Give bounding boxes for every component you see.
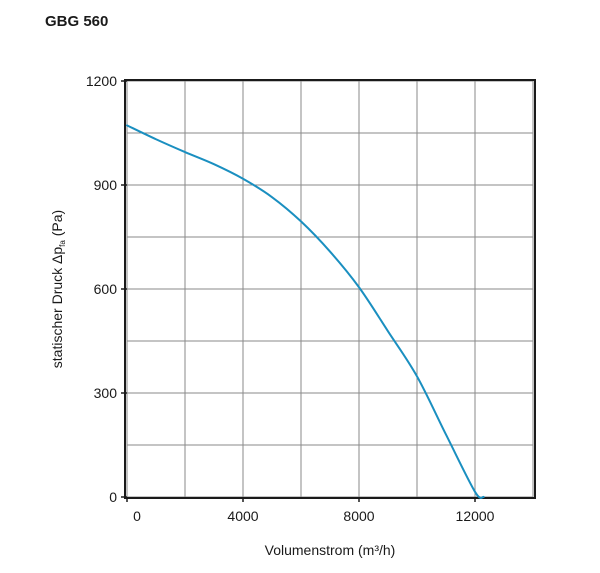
y-axis-ticks: 0 300 600 900 1200 (86, 73, 127, 505)
grid-lines (126, 80, 534, 498)
y-tick-label: 900 (94, 177, 118, 193)
x-axis-label: Volumenstrom (m³/h) (265, 542, 396, 558)
x-tick-label: 0 (133, 508, 141, 524)
series-line-pressure-curve (126, 124, 485, 499)
x-tick-label: 4000 (227, 508, 258, 524)
y-axis-label: statischer Druck Δpfa (Pa) (49, 210, 67, 368)
x-axis-ticks: 0 4000 8000 12000 (126, 497, 495, 524)
y-tick-label: 0 (109, 489, 117, 505)
y-tick-label: 300 (94, 385, 118, 401)
x-tick-label: 8000 (343, 508, 374, 524)
y-tick-label: 600 (94, 281, 118, 297)
y-tick-label: 1200 (86, 73, 117, 89)
x-tick-label: 12000 (456, 508, 495, 524)
chart-title: GBG 560 (45, 13, 109, 30)
